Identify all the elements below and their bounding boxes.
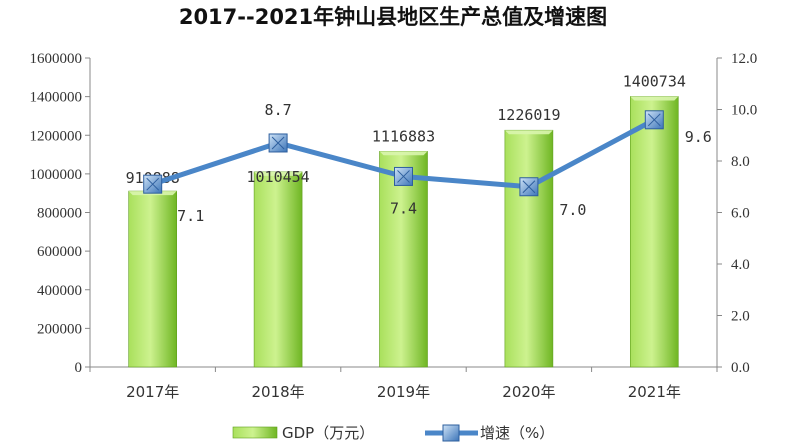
line-marker-cross [146,177,160,191]
line-data-label: 9.6 [685,128,712,146]
bar-gdp [504,129,554,368]
y-left-tick-label: 200000 [37,321,82,337]
bar-gdp [253,171,303,368]
bar-data-label: 1010454 [246,168,309,186]
y-left-tick-label: 1600000 [30,51,83,67]
y-right-tick-label: 0.0 [731,360,750,376]
y-right-tick-label: 10.0 [731,103,757,119]
line-data-label: 7.4 [390,199,417,217]
line-marker-cross [647,113,661,127]
line-marker-cross [271,136,285,150]
y-left-tick-label: 0 [75,360,83,376]
x-tick-label: 2020年 [502,383,555,401]
line-marker-cross [522,180,536,194]
plot-area: 0 200000 400000 600000 800000 1000000 1200000 1… [30,51,758,401]
bar-data-label: 1116883 [372,127,435,145]
line-data-label: 7.1 [177,207,204,225]
x-tick-label: 2021年 [628,383,681,401]
x-tick-label: 2019年 [377,383,430,401]
line-data-label: 7.0 [559,201,586,219]
bar-gdp-top-bevel [504,130,553,135]
y-right-tick-label: 8.0 [731,154,750,170]
legend-swatch-gdp [232,426,278,439]
line-marker-cross [397,170,410,183]
legend-label-gdp: GDP（万元） [282,424,374,442]
y-right-tick-label: 2.0 [731,309,750,325]
y-left-tick-label: 1200000 [30,128,83,144]
chart-title: 2017--2021年钟山县地区生产总值及增速图 [179,5,607,29]
bar-data-label: 1400734 [623,72,686,90]
bar-data-label: 1226019 [497,106,560,124]
bar-gdp [128,190,177,368]
y-right-tick-label: 4.0 [731,257,750,273]
y-right-tick-label: 6.0 [731,206,750,222]
y-left-tick-label: 1400000 [30,90,83,106]
bar-gdp-top-bevel [630,96,679,101]
legend-label-growth: 增速（%） [480,424,554,442]
bar-gdp [379,151,428,368]
x-tick-label: 2018年 [252,383,305,401]
x-tick-label: 2017年 [126,383,179,401]
legend: GDP（万元） 增速（%） [232,424,554,442]
y-left-tick-label: 400000 [37,283,82,299]
y-left-tick-label: 1000000 [30,167,83,183]
bar-gdp-top-bevel [379,151,428,156]
line-data-label: 8.7 [265,101,292,119]
bar-gdp-top-bevel [254,171,303,176]
legend-swatch-growth-marker [442,424,460,442]
y-right-tick-label: 12.0 [731,51,757,67]
bar-gdp [629,96,679,368]
y-left-tick-label: 800000 [37,206,82,222]
y-left-tick-label: 600000 [37,244,82,260]
